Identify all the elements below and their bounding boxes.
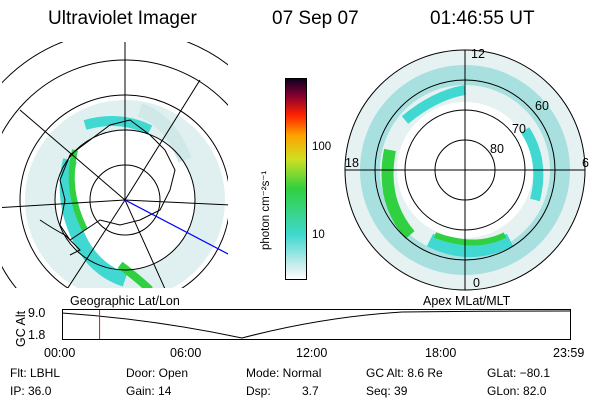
- mlat-label-80: 80: [490, 142, 504, 156]
- time-tick-3: 18:00: [425, 346, 457, 360]
- mlt-label-6: 6: [582, 156, 589, 170]
- apex-projection-label: Apex MLat/MLT: [423, 294, 511, 308]
- mlat-label-60: 60: [535, 99, 549, 113]
- altitude-curve: [62, 310, 572, 339]
- altitude-axis-label: GC Alt: [14, 310, 28, 347]
- current-meridian-line: [124, 199, 228, 255]
- colorbar-tick-10: 10: [312, 229, 325, 241]
- gc-alt-info: GC Alt: 8.6 Re: [366, 366, 443, 380]
- time-tick-0: 00:00: [44, 346, 76, 360]
- dsp-value: 3.7: [302, 384, 319, 398]
- dsp-label: Dsp:: [246, 384, 271, 398]
- apex-map: 12 18 6 0 60 70 80: [344, 47, 589, 291]
- geographic-map: [2, 42, 228, 288]
- colorbar-unit-label: photon cm⁻²s⁻¹: [260, 170, 272, 250]
- continent-outline: [59, 119, 176, 241]
- glat-info: GLat: −80.1: [487, 366, 551, 380]
- mode-info: Mode: Normal: [246, 366, 322, 380]
- ip-info: IP: 36.0: [10, 384, 52, 398]
- date-label: 07 Sep 07: [272, 8, 359, 29]
- altitude-tick-min: 1.8: [28, 328, 46, 342]
- gain-info: Gain: 14: [126, 384, 172, 398]
- instrument-title: Ultraviolet Imager: [48, 8, 197, 29]
- colorbar: [285, 78, 307, 280]
- mlt-label-18: 18: [345, 156, 359, 170]
- mlt-label-12: 12: [471, 47, 485, 61]
- time-tick-4: 23:59: [553, 346, 585, 360]
- colorbar-tick-100: 100: [312, 141, 332, 153]
- mlat-label-70: 70: [512, 122, 526, 136]
- glon-info: GLon: 82.0: [487, 384, 547, 398]
- geographic-projection-label: Geographic Lat/Lon: [70, 294, 180, 308]
- seq-info: Seq: 39: [366, 384, 408, 398]
- time-tick-2: 12:00: [296, 346, 328, 360]
- door-info: Door: Open: [126, 366, 189, 380]
- filter-info: Flt: LBHL: [10, 366, 61, 380]
- time-tick-1: 06:00: [170, 346, 202, 360]
- time-label: 01:46:55 UT: [430, 8, 535, 29]
- altitude-tick-max: 9.0: [28, 306, 46, 320]
- mlt-label-0: 0: [473, 276, 480, 290]
- altitude-plot: [62, 309, 572, 340]
